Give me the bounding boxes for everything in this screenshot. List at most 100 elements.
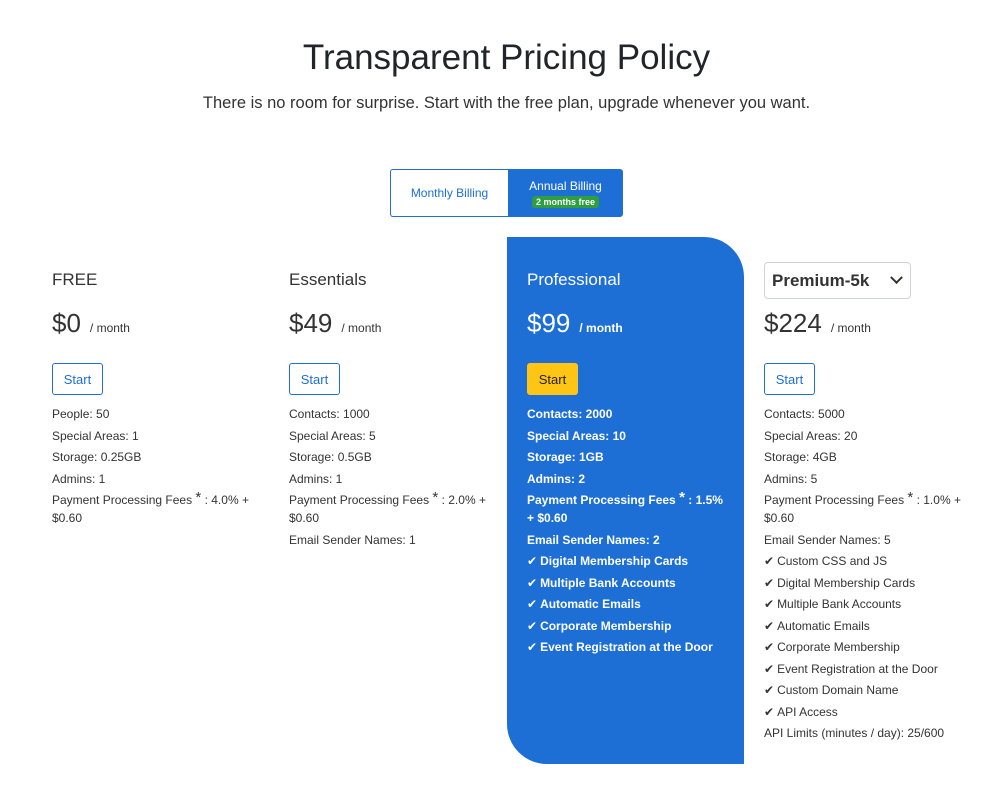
check-icon: ✔ bbox=[764, 618, 775, 633]
fees-value: : 1.5% + $0.60 bbox=[527, 493, 723, 525]
list-item-check: ✔ Custom Domain Name bbox=[764, 681, 969, 699]
check-label: Custom CSS and JS bbox=[777, 554, 888, 568]
fees-label: Payment Processing Fees bbox=[289, 493, 430, 507]
list-item-check: ✔ Digital Membership Cards bbox=[527, 552, 732, 570]
check-icon: ✔ bbox=[764, 597, 775, 611]
fees-label: Payment Processing Fees bbox=[52, 493, 193, 507]
check-label: Multiple Bank Accounts bbox=[777, 597, 902, 611]
check-label: Digital Membership Cards bbox=[540, 554, 689, 568]
fees-value: : 2.0% + $0.60 bbox=[289, 493, 486, 525]
feature-list: Contacts: 1000 Special Areas: 5 Storage:… bbox=[289, 405, 499, 552]
check-icon: ✔ bbox=[527, 575, 538, 590]
check-label: Custom Domain Name bbox=[777, 683, 899, 697]
premium-tier-value: Premium-5k bbox=[772, 270, 870, 290]
list-item: Admins: 1 bbox=[289, 471, 343, 486]
annual-billing-label: Annual Billing bbox=[529, 178, 602, 193]
check-label: Event Registration at the Door bbox=[777, 661, 938, 676]
check-label: Automatic Emails bbox=[540, 597, 641, 611]
list-item: Storage: 0.25GB bbox=[52, 450, 142, 464]
list-item: Storage: 1GB bbox=[527, 450, 604, 464]
list-item-fees: Payment Processing Fees * : 1.0% + $0.60 bbox=[764, 489, 969, 527]
feature-list: People: 50 Special Areas: 1 Storage: 0.2… bbox=[52, 405, 262, 531]
fees-asterisk: * bbox=[907, 489, 914, 506]
check-icon: ✔ bbox=[527, 597, 538, 611]
plan-price: $224 bbox=[764, 308, 822, 338]
list-item: Admins: 5 bbox=[764, 471, 818, 486]
list-item: Contacts: 1000 bbox=[289, 407, 370, 421]
annual-billing-button[interactable]: Annual Billing 2 months free bbox=[508, 169, 623, 217]
plan-name: FREE bbox=[52, 270, 98, 289]
list-item: Special Areas: 10 bbox=[527, 428, 626, 443]
fees-asterisk: * bbox=[195, 489, 202, 506]
list-item-check: ✔ Automatic Emails bbox=[764, 617, 969, 635]
api-limits: API Limits (minutes / day): 25/600 bbox=[764, 726, 945, 740]
list-item: People: 50 bbox=[52, 407, 110, 421]
price-period: / month bbox=[579, 321, 623, 335]
plan-card-professional: Professional $99 / month Start Contacts:… bbox=[507, 237, 744, 764]
start-button-essentials[interactable]: Start bbox=[289, 363, 340, 395]
list-item-fees: Payment Processing Fees * : 1.5% + $0.60 bbox=[527, 489, 732, 527]
check-label: API Access bbox=[777, 704, 838, 719]
list-item-check: ✔ Corporate Membership bbox=[527, 617, 732, 635]
list-item: Admins: 2 bbox=[527, 471, 586, 486]
feature-list: Contacts: 5000 Special Areas: 20 Storage… bbox=[764, 405, 969, 746]
start-button-free[interactable]: Start bbox=[52, 363, 103, 395]
list-item: Email Sender Names: 2 bbox=[527, 532, 660, 547]
monthly-billing-label: Monthly Billing bbox=[410, 186, 489, 200]
price-row: $49 / month bbox=[289, 308, 381, 339]
list-item: Special Areas: 20 bbox=[764, 428, 858, 443]
list-item: Admins: 1 bbox=[52, 471, 106, 486]
check-icon: ✔ bbox=[527, 618, 538, 633]
check-label: Corporate Membership bbox=[540, 618, 672, 633]
price-row: $224 / month bbox=[764, 308, 871, 339]
list-item: Storage: 4GB bbox=[764, 450, 837, 464]
check-icon: ✔ bbox=[527, 640, 538, 654]
list-item: Email Sender Names: 1 bbox=[289, 532, 416, 547]
list-item-check: ✔ Multiple Bank Accounts bbox=[764, 595, 969, 613]
list-item-fees: Payment Processing Fees * : 4.0% + $0.60 bbox=[52, 489, 262, 527]
list-item-check: ✔ Automatic Emails bbox=[527, 595, 732, 613]
list-item: Special Areas: 1 bbox=[52, 428, 139, 443]
check-icon: ✔ bbox=[527, 554, 538, 568]
fees-asterisk: * bbox=[432, 489, 439, 506]
list-item: Contacts: 5000 bbox=[764, 407, 845, 421]
plan-name: Professional bbox=[527, 270, 621, 289]
check-icon: ✔ bbox=[764, 640, 775, 654]
plan-price: $99 bbox=[527, 308, 571, 338]
list-item: Email Sender Names: 5 bbox=[764, 532, 891, 547]
check-label: Automatic Emails bbox=[777, 618, 870, 633]
check-icon: ✔ bbox=[764, 683, 775, 697]
feature-list: Contacts: 2000 Special Areas: 10 Storage… bbox=[527, 405, 732, 660]
months-free-badge: 2 months free bbox=[531, 195, 599, 208]
start-button-premium[interactable]: Start bbox=[764, 363, 815, 395]
start-button-professional[interactable]: Start bbox=[527, 363, 578, 395]
plan-name: Essentials bbox=[289, 270, 367, 289]
list-item-check: ✔ Event Registration at the Door bbox=[527, 638, 732, 656]
fees-label: Payment Processing Fees bbox=[527, 493, 676, 507]
billing-toggle: Monthly Billing Annual Billing 2 months … bbox=[390, 169, 623, 217]
page-title: Transparent Pricing Policy bbox=[302, 38, 711, 77]
fees-value: : 1.0% + $0.60 bbox=[764, 493, 961, 525]
check-icon: ✔ bbox=[764, 575, 775, 590]
list-item: Special Areas: 5 bbox=[289, 428, 376, 443]
check-icon: ✔ bbox=[764, 704, 775, 719]
check-icon: ✔ bbox=[764, 554, 775, 568]
price-period: / month bbox=[89, 321, 130, 335]
fees-asterisk: * bbox=[679, 489, 685, 506]
price-period: / month bbox=[830, 321, 871, 335]
list-item-check: ✔ Digital Membership Cards bbox=[764, 574, 969, 592]
list-item-check: ✔ Corporate Membership bbox=[764, 638, 969, 656]
monthly-billing-button[interactable]: Monthly Billing bbox=[390, 169, 508, 217]
price-row: $0 / month bbox=[52, 308, 130, 339]
check-icon: ✔ bbox=[764, 661, 775, 676]
page-subtitle: There is no room for surprise. Start wit… bbox=[202, 94, 811, 112]
list-item-check: ✔ Custom CSS and JS bbox=[764, 552, 969, 570]
check-label: Event Registration at the Door bbox=[540, 640, 713, 654]
plan-price: $0 bbox=[52, 308, 81, 338]
premium-tier-select[interactable]: Premium-5k bbox=[764, 262, 911, 299]
check-label: Corporate Membership bbox=[777, 640, 900, 654]
price-row: $99 / month bbox=[527, 308, 623, 339]
fees-label: Payment Processing Fees bbox=[764, 493, 905, 507]
list-item-fees: Payment Processing Fees * : 2.0% + $0.60 bbox=[289, 489, 499, 527]
list-item-check: ✔ Event Registration at the Door bbox=[764, 660, 969, 678]
